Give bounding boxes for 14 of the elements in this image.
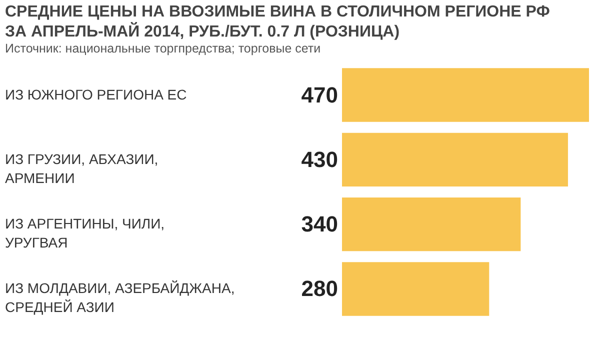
data-label: 470 [301, 82, 338, 108]
data-label: 340 [301, 211, 338, 236]
bar [342, 132, 568, 187]
y-tick-label: ИЗ МОЛДАВИИ, АЗЕРБАЙДЖАНА, СРЕДНЕЙ АЗИИ [5, 280, 235, 315]
y-tick-label: ИЗ АРГЕНТИНЫ, ЧИЛИ, УРУГВАЯ [5, 215, 165, 250]
y-tick-label: ИЗ ЮЖНОГО РЕГИОНА ЕС [5, 86, 187, 102]
bar [342, 68, 589, 122]
bar [342, 197, 521, 252]
data-label: 430 [301, 146, 338, 172]
data-label: 280 [301, 276, 338, 301]
y-tick-label: ИЗ ГРУЗИИ, АБХАЗИИ, АРМЕНИИ [5, 150, 158, 186]
chart-title: СРЕДНИЕ ЦЕНЫ НА ВВОЗИМЫЕ ВИНА В СТОЛИЧНОМ РЕГИОНЕ РФ ЗА АПРЕЛЬ-МАЙ 2014, РУБ./БУТ. 0.7 Л (РОЗНИЦА) [5, 4, 550, 40]
bar [342, 262, 490, 316]
text: Источник: национальные торгпредства; торговые сети [5, 42, 321, 56]
